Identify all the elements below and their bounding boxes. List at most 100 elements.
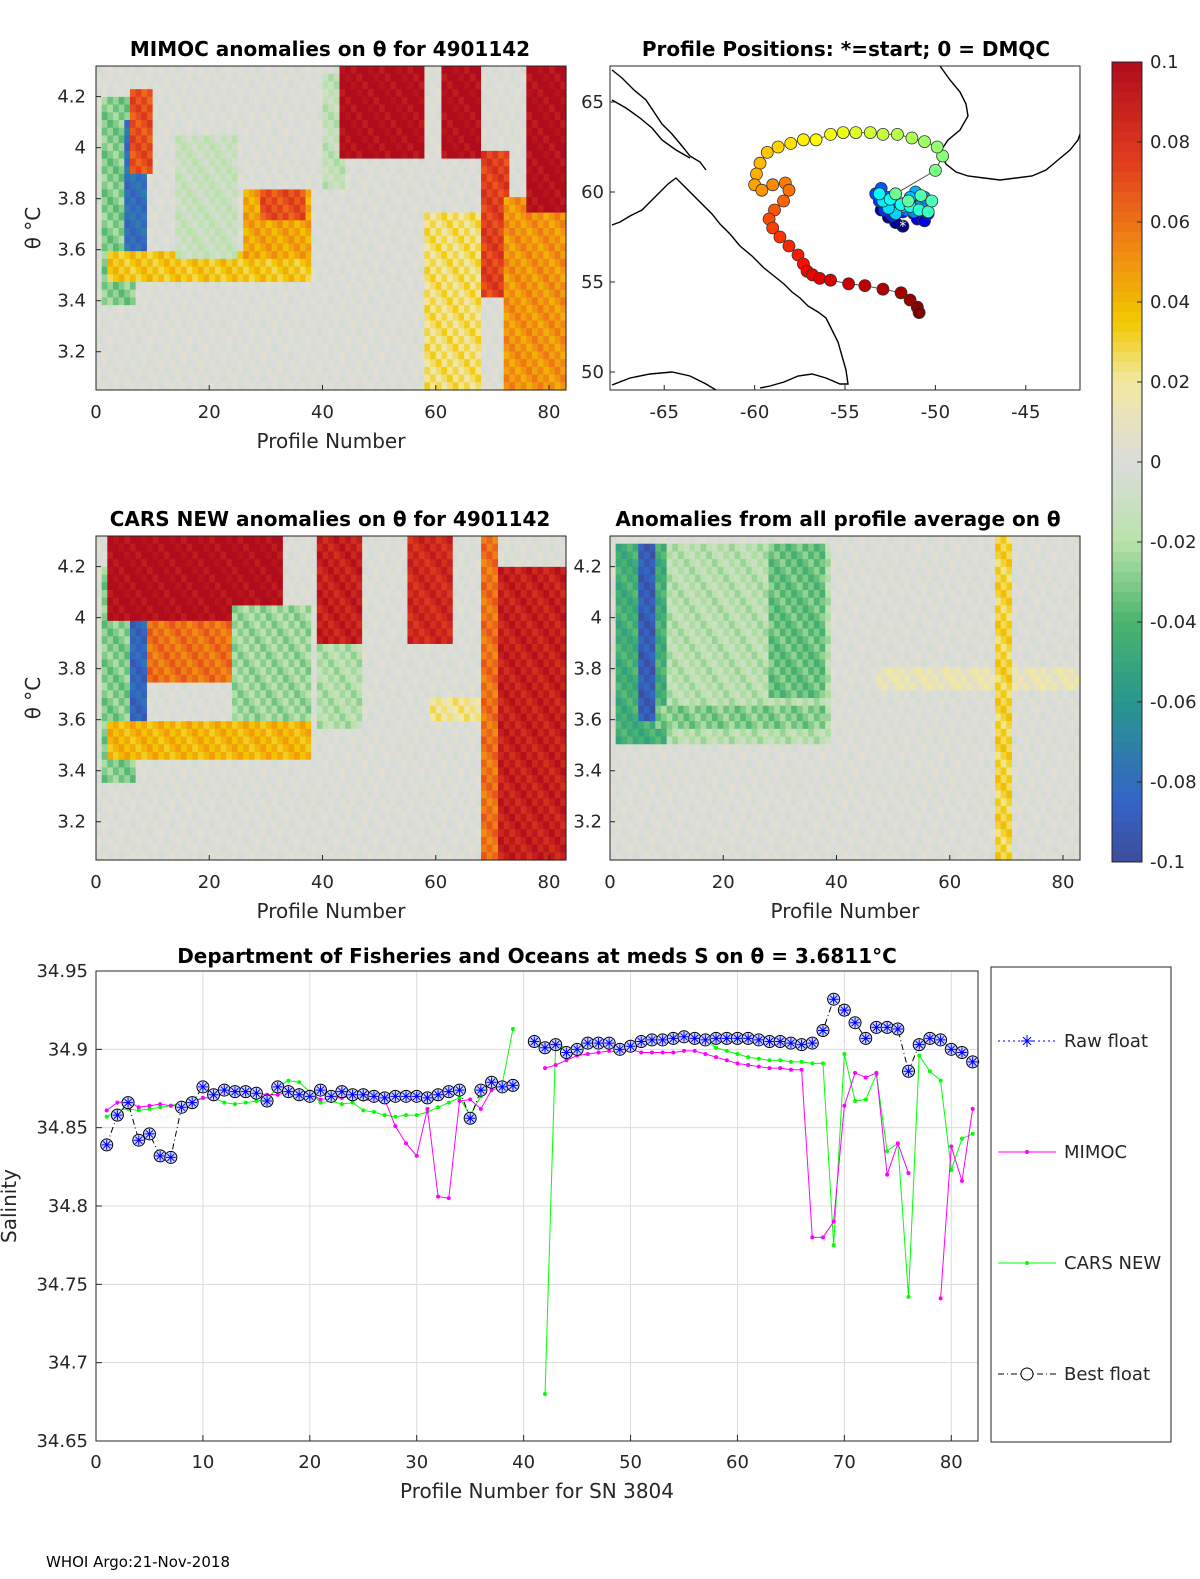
mimoc-cell	[356, 128, 362, 136]
mimoc-cell	[221, 135, 227, 143]
cars-cell	[255, 667, 261, 675]
mimoc-cell	[187, 197, 193, 205]
cars-cell	[147, 590, 153, 598]
cars-cell	[107, 837, 113, 845]
mimoc-cell	[447, 166, 453, 174]
mimoc-cell	[317, 328, 323, 336]
mimoc-cell	[458, 367, 464, 375]
mimoc-cell	[209, 189, 215, 197]
mimoc-cell	[390, 89, 396, 97]
cars-cell	[192, 690, 198, 698]
mimoc-cell	[362, 74, 368, 82]
mimoc-cell	[470, 313, 476, 321]
mimoc-cell	[170, 205, 176, 213]
mimoc-cell	[436, 251, 442, 259]
mimoc-cell	[153, 159, 159, 167]
cars-cell	[124, 667, 130, 675]
mimoc-cell	[487, 135, 493, 143]
mimoc-cell	[390, 189, 396, 197]
mimoc-cell	[475, 267, 481, 275]
mimoc-cell	[198, 290, 204, 298]
colorbar-step	[1112, 352, 1142, 363]
mimoc-cell	[526, 197, 532, 205]
mimoc-cell	[119, 97, 125, 105]
mimoc-cell	[192, 351, 198, 359]
cars-cell	[153, 791, 159, 799]
mimoc-cell	[323, 267, 329, 275]
mimoc-cell	[453, 274, 459, 282]
mimoc-cell	[102, 282, 108, 290]
cars-cell	[153, 713, 159, 721]
cars-cell	[192, 667, 198, 675]
mimoc-cell	[368, 313, 374, 321]
mimoc-cell	[515, 297, 521, 305]
mimoc-cell	[328, 112, 334, 120]
mimoc-cell	[260, 120, 266, 128]
mimoc-cell	[192, 282, 198, 290]
mimoc-cell	[328, 359, 334, 367]
mimoc-cell	[283, 251, 289, 259]
colorbar-tick-label: -0.02	[1150, 532, 1197, 553]
cars-cell	[221, 582, 227, 590]
mimoc-cell	[255, 243, 261, 251]
mimoc-cell	[532, 197, 538, 205]
mimoc-cell	[475, 344, 481, 352]
mimoc-cell	[141, 290, 147, 298]
cars-cell	[136, 829, 142, 837]
mimoc-cell	[238, 105, 244, 113]
mimoc-cell	[198, 205, 204, 213]
mimoc-cell	[323, 236, 329, 244]
mimoc-cell	[311, 159, 317, 167]
mimoc-cell	[447, 120, 453, 128]
mimoc-cell	[226, 182, 232, 190]
cars-cell	[238, 837, 244, 845]
cars-cell	[141, 575, 147, 583]
mimoc-cell	[192, 382, 198, 390]
mimoc-cell	[192, 128, 198, 136]
mimoc-cell	[181, 328, 187, 336]
mimoc-cell	[441, 128, 447, 136]
mimoc-cell	[289, 321, 295, 329]
mimoc-cell	[130, 344, 136, 352]
mimoc-cell	[175, 220, 181, 228]
mimoc-cell	[407, 282, 413, 290]
cars-cell	[147, 852, 153, 860]
mimoc-cell	[260, 174, 266, 182]
mimoc-cell	[249, 290, 255, 298]
mimoc-cell	[334, 135, 340, 143]
mimoc-cell	[153, 220, 159, 228]
mimoc-cell	[328, 159, 334, 167]
mimoc-cell	[164, 236, 170, 244]
mimoc-cell	[447, 344, 453, 352]
mimoc-cell	[147, 174, 153, 182]
mimoc-cell	[390, 367, 396, 375]
cars-cell	[141, 667, 147, 675]
mimoc-cell	[436, 274, 442, 282]
cars-cell	[192, 582, 198, 590]
colorbar-step	[1112, 502, 1142, 513]
mimoc-cell	[204, 128, 210, 136]
profile-position-marker	[913, 307, 925, 319]
mimoc-cell	[289, 359, 295, 367]
cars-cell	[141, 721, 147, 729]
mimoc-cell	[266, 328, 272, 336]
positions-xtick-label: -55	[830, 402, 859, 423]
mimoc-cell	[306, 66, 312, 74]
cars-cell	[170, 806, 176, 814]
mimoc-cell	[407, 197, 413, 205]
mimoc-cell	[390, 143, 396, 151]
mimoc-cell	[317, 305, 323, 313]
mimoc-cell	[119, 328, 125, 336]
mimoc-cell	[323, 189, 329, 197]
mimoc-cell	[147, 321, 153, 329]
mimoc-cell	[215, 220, 221, 228]
cars-cell	[181, 605, 187, 613]
cars-cell	[260, 652, 266, 660]
cars-cell	[147, 652, 153, 660]
cars-cell	[249, 806, 255, 814]
mimoc-cell	[124, 228, 130, 236]
mimoc-cell	[543, 251, 549, 259]
cars-cell	[255, 852, 261, 860]
mimoc-cell	[379, 282, 385, 290]
mimoc-cell	[306, 359, 312, 367]
